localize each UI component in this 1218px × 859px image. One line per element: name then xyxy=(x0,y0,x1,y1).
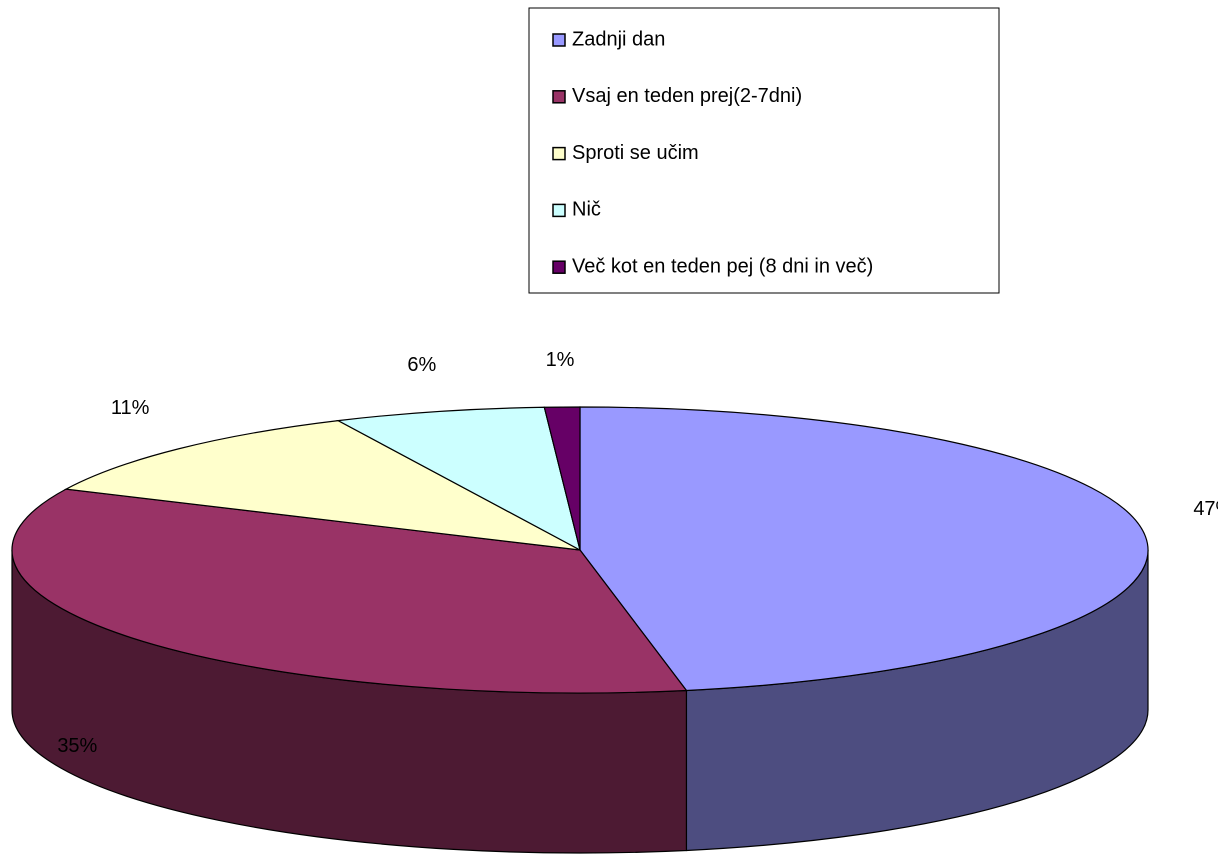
value-label: 35% xyxy=(57,735,97,757)
legend-label: Vsaj en teden prej(2-7dni) xyxy=(572,85,802,107)
legend-swatch xyxy=(552,146,566,161)
legend-label: Zadnji dan xyxy=(572,28,665,50)
value-label: 6% xyxy=(407,354,436,376)
legend-label: Sproti se učim xyxy=(572,142,699,164)
legend-swatch xyxy=(552,33,566,47)
value-label: 11% xyxy=(111,397,150,419)
legend-swatch xyxy=(552,260,566,274)
legend-box xyxy=(528,7,1000,294)
legend-label: Več kot en teden pej (8 dni in več) xyxy=(572,255,873,277)
value-label: 1% xyxy=(546,349,575,371)
legend-swatch xyxy=(552,203,566,218)
legend-label: Nič xyxy=(572,199,601,221)
pie-slice xyxy=(336,406,581,552)
pie-slice xyxy=(11,488,688,694)
legend-swatch xyxy=(552,90,566,104)
value-label: 47% xyxy=(1193,498,1218,520)
pie-slice xyxy=(64,419,581,551)
pie-slice xyxy=(579,406,1149,692)
pie-slice xyxy=(543,406,581,551)
